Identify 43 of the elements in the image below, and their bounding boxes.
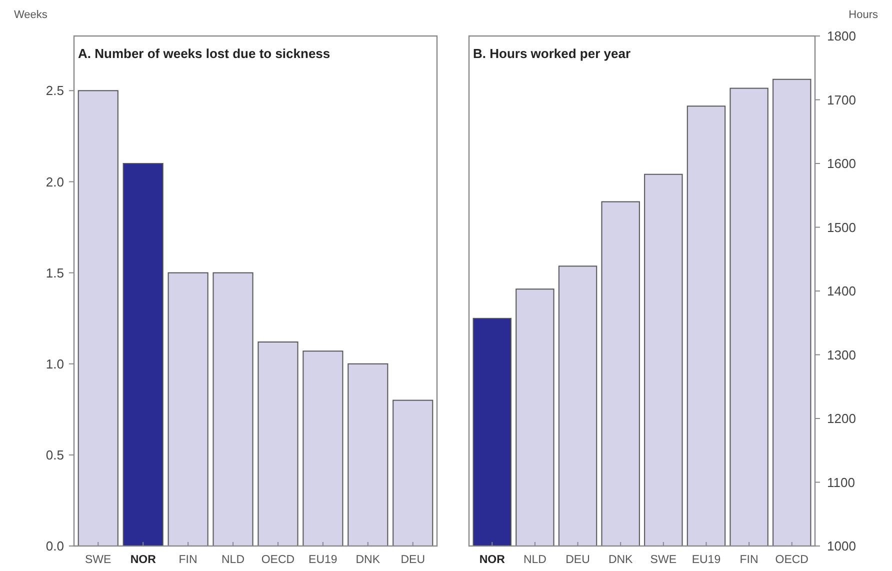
y-axis-title: Weeks	[14, 9, 48, 21]
x-tick-label: NLD	[523, 554, 546, 566]
x-tick-label: EU19	[692, 554, 721, 566]
y-tick-label: 1.5	[46, 265, 64, 280]
x-tick-label: DEU	[566, 554, 590, 566]
y-tick-label: 1100	[827, 474, 855, 490]
y-tick-label: 1000	[827, 538, 856, 554]
y-tick-label: 1200	[827, 411, 856, 426]
x-tick-label: FIN	[178, 554, 198, 566]
y-tick-label: 2.5	[46, 83, 64, 98]
x-tick-label: DNK	[356, 554, 380, 566]
bar	[258, 342, 298, 546]
bar	[122, 163, 164, 546]
y-axis-title: Hours	[848, 9, 878, 21]
x-tick-label: FIN	[740, 554, 758, 566]
text: A. Number of weeks lost due to sickness	[78, 46, 330, 61]
y-tick-label: 1400	[827, 284, 856, 299]
x-tick-label: OECD	[261, 554, 295, 566]
y-tick-label: 0.5	[46, 447, 64, 462]
x-tick-label: EU19	[308, 554, 338, 566]
bar	[302, 350, 344, 546]
text: B. Hours worked per year	[473, 46, 630, 61]
x-tick-label: DNK	[608, 554, 634, 566]
bar	[392, 400, 434, 546]
x-tick-label: NOR	[130, 554, 157, 566]
y-tick-label: 0.0	[46, 538, 64, 554]
y-tick-label: 1500	[827, 220, 856, 235]
y-tick-label: 1300	[827, 347, 856, 362]
x-tick-label: SWE	[650, 554, 677, 566]
y-tick-label: 1700	[827, 92, 856, 108]
x-tick-label: NLD	[222, 554, 245, 566]
x-tick-label: OECD	[775, 554, 808, 566]
x-tick-label: DEU	[400, 554, 426, 566]
y-tick-label: 1800	[827, 28, 856, 44]
bar	[168, 272, 208, 546]
x-tick-label: NOR	[479, 554, 506, 566]
bar	[212, 272, 254, 546]
y-tick-label: 2.0	[46, 174, 64, 190]
y-tick-label: 1.0	[46, 356, 64, 372]
x-tick-label: SWE	[85, 554, 112, 566]
bar	[78, 90, 118, 546]
y-tick-label: 1600	[827, 156, 856, 172]
bar	[348, 363, 388, 546]
